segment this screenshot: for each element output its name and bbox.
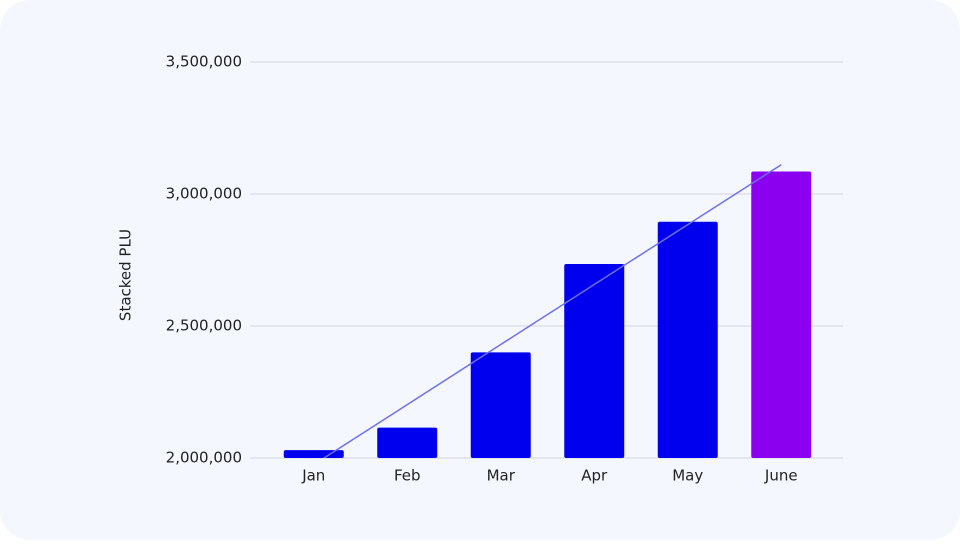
bar [470,352,531,458]
bar [657,221,718,458]
x-tick-label: Apr [581,467,608,485]
y-tick-label: 2,000,000 [166,449,242,467]
x-tick-label: Feb [394,467,421,485]
x-tick-label: June [764,467,798,485]
x-tick-label: Jan [301,467,325,485]
bar [377,427,438,458]
trend-line [322,164,782,458]
y-tick-label: 3,500,000 [166,53,242,71]
y-tick-label: 3,000,000 [166,185,242,203]
y-axis-label: Stacked PLU [117,229,135,321]
x-tick-label: May [672,467,703,485]
bar [283,450,344,458]
bar [564,263,625,458]
x-tick-label: Mar [487,467,516,485]
y-tick-label: 2,500,000 [166,317,242,335]
bar [751,171,812,458]
